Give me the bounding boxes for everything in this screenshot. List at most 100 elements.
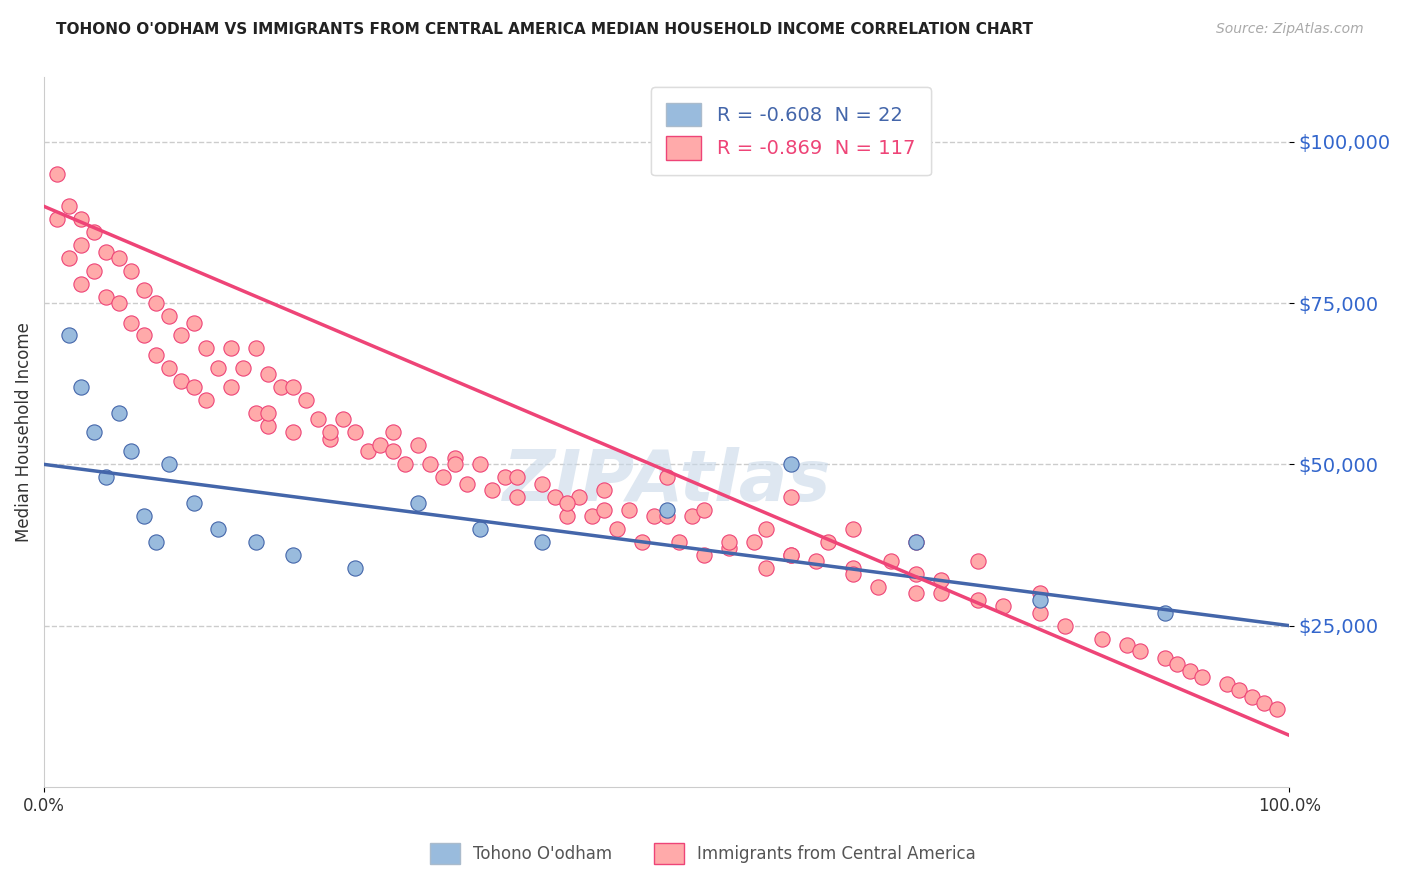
Point	[108, 406, 131, 420]
Point	[70, 238, 93, 252]
Point	[755, 560, 778, 574]
Point	[468, 458, 491, 472]
Point	[606, 522, 628, 536]
Point	[506, 490, 529, 504]
Point	[581, 508, 603, 523]
Point	[444, 458, 467, 472]
Point	[880, 554, 903, 568]
Legend: Tohono O'odham, Immigrants from Central America: Tohono O'odham, Immigrants from Central …	[423, 837, 983, 871]
Point	[619, 502, 641, 516]
Text: ZIPAtlas: ZIPAtlas	[502, 447, 831, 516]
Text: TOHONO O'ODHAM VS IMMIGRANTS FROM CENTRAL AMERICA MEDIAN HOUSEHOLD INCOME CORREL: TOHONO O'ODHAM VS IMMIGRANTS FROM CENTRA…	[56, 22, 1033, 37]
Point	[170, 328, 193, 343]
Point	[96, 244, 118, 259]
Point	[157, 360, 180, 375]
Point	[1116, 638, 1139, 652]
Point	[817, 534, 839, 549]
Point	[96, 290, 118, 304]
Point	[307, 412, 329, 426]
Point	[456, 476, 478, 491]
Point	[357, 444, 380, 458]
Point	[108, 296, 131, 310]
Point	[257, 367, 280, 381]
Point	[120, 264, 142, 278]
Point	[693, 502, 716, 516]
Point	[419, 458, 441, 472]
Point	[344, 425, 367, 439]
Point	[904, 567, 927, 582]
Point	[543, 490, 565, 504]
Point	[183, 496, 205, 510]
Point	[630, 534, 652, 549]
Point	[717, 534, 740, 549]
Point	[270, 380, 292, 394]
Point	[157, 309, 180, 323]
Point	[83, 425, 105, 439]
Point	[245, 406, 267, 420]
Point	[568, 490, 591, 504]
Point	[1029, 606, 1052, 620]
Point	[668, 534, 690, 549]
Legend: R = -0.608  N = 22, R = -0.869  N = 117: R = -0.608 N = 22, R = -0.869 N = 117	[651, 87, 931, 176]
Y-axis label: Median Household Income: Median Household Income	[15, 322, 32, 542]
Point	[183, 316, 205, 330]
Point	[332, 412, 354, 426]
Point	[1029, 592, 1052, 607]
Point	[319, 432, 342, 446]
Point	[207, 360, 229, 375]
Point	[406, 438, 429, 452]
Point	[108, 251, 131, 265]
Point	[245, 341, 267, 355]
Point	[655, 508, 678, 523]
Point	[555, 496, 578, 510]
Point	[145, 296, 167, 310]
Point	[1191, 670, 1213, 684]
Point	[70, 212, 93, 227]
Point	[1091, 632, 1114, 646]
Point	[257, 418, 280, 433]
Point	[194, 392, 217, 407]
Point	[593, 483, 616, 498]
Point	[58, 251, 80, 265]
Point	[742, 534, 765, 549]
Point	[157, 458, 180, 472]
Point	[593, 502, 616, 516]
Point	[394, 458, 416, 472]
Point	[170, 374, 193, 388]
Point	[904, 586, 927, 600]
Point	[294, 392, 316, 407]
Point	[132, 283, 155, 297]
Point	[531, 534, 554, 549]
Text: Source: ZipAtlas.com: Source: ZipAtlas.com	[1216, 22, 1364, 37]
Point	[1178, 664, 1201, 678]
Point	[1153, 606, 1175, 620]
Point	[281, 425, 304, 439]
Point	[1240, 690, 1263, 704]
Point	[842, 522, 865, 536]
Point	[58, 199, 80, 213]
Point	[1153, 651, 1175, 665]
Point	[219, 380, 242, 394]
Point	[868, 580, 890, 594]
Point	[194, 341, 217, 355]
Point	[693, 548, 716, 562]
Point	[45, 212, 67, 227]
Point	[655, 502, 678, 516]
Point	[780, 490, 803, 504]
Point	[58, 328, 80, 343]
Point	[780, 458, 803, 472]
Point	[755, 522, 778, 536]
Point	[780, 548, 803, 562]
Point	[643, 508, 665, 523]
Point	[904, 534, 927, 549]
Point	[555, 508, 578, 523]
Point	[132, 328, 155, 343]
Point	[344, 560, 367, 574]
Point	[506, 470, 529, 484]
Point	[1054, 618, 1077, 632]
Point	[406, 496, 429, 510]
Point	[904, 534, 927, 549]
Point	[804, 554, 827, 568]
Point	[531, 476, 554, 491]
Point	[145, 348, 167, 362]
